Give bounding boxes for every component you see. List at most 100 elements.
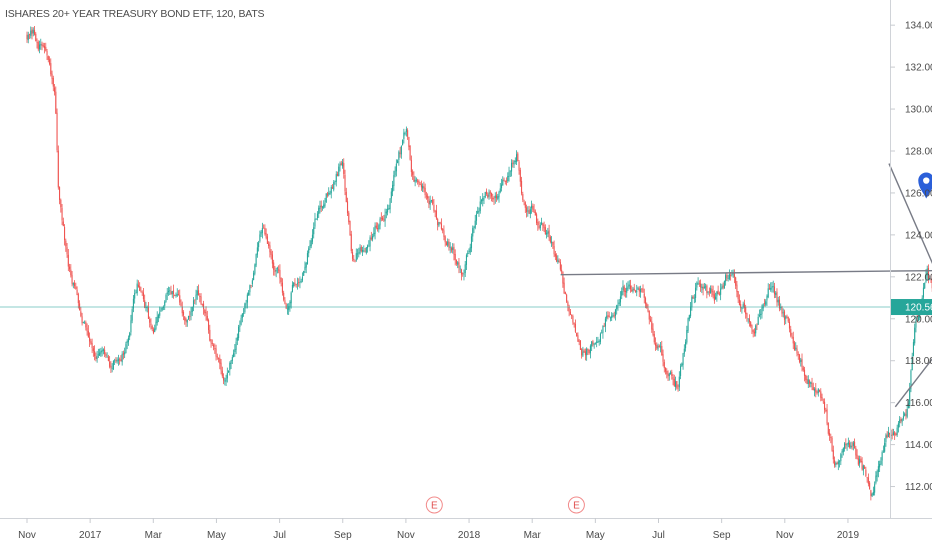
candle-body [261, 228, 263, 233]
candle-body [544, 227, 546, 235]
candle-body [271, 254, 273, 264]
candle-body [499, 188, 501, 192]
candle-body [487, 194, 489, 198]
candle-body [420, 184, 422, 188]
candle-body [778, 299, 781, 309]
candle-body [455, 259, 457, 264]
candle-body [355, 253, 357, 261]
candle-body [783, 311, 786, 320]
candle-body [45, 47, 47, 51]
candle-body [180, 303, 182, 306]
candle-body [924, 282, 926, 289]
candle-body [286, 308, 288, 310]
candle-body [629, 285, 632, 290]
candle-body [807, 379, 809, 385]
time-axis[interactable]: Nov 2017 Mar May Jul Sep Nov 2018 Mar May Jul Sep No… [18, 518, 860, 541]
candle-body [676, 381, 678, 388]
candle-body [859, 459, 861, 464]
candle-body [592, 341, 594, 345]
candle-body [639, 289, 642, 293]
candle-body [43, 45, 46, 49]
candle-body [572, 315, 574, 323]
candle-body [87, 330, 89, 338]
candle-body [274, 270, 276, 272]
candle-body [787, 316, 789, 322]
candle-body [81, 316, 83, 324]
candle-body [678, 376, 680, 388]
candle-body [316, 213, 319, 218]
candle-body [884, 442, 886, 452]
candle-body [818, 389, 821, 392]
candle-body [294, 282, 296, 284]
candle-body [675, 381, 677, 387]
candle-body [786, 316, 788, 318]
trendline[interactable] [888, 163, 932, 323]
candle-body [370, 237, 372, 240]
candle-body [860, 458, 862, 463]
candle-body [310, 240, 312, 247]
candle-body [85, 322, 87, 328]
candle-body [483, 198, 485, 200]
candle-body [581, 348, 583, 356]
candle-body [338, 166, 340, 177]
candle-body [781, 307, 783, 314]
candle-body [688, 315, 690, 320]
candle-body [129, 333, 131, 338]
drawings-layer [560, 163, 932, 408]
trendline[interactable] [894, 317, 932, 408]
earnings-event-marker[interactable]: E [425, 496, 443, 514]
candle-body [691, 296, 693, 308]
candle-body [686, 330, 688, 343]
candle-body [596, 341, 598, 344]
candle-body [515, 154, 518, 162]
candle-body [649, 319, 652, 322]
time-tick-label: 2018 [458, 530, 481, 541]
candle-body [390, 191, 392, 199]
candle-body [469, 247, 471, 253]
candle-body [721, 286, 723, 289]
price-axis[interactable]: 134.00 132.00 130.00 128.00 126.00 124.00 122.… [890, 21, 932, 493]
candle-body [757, 316, 759, 325]
event-marker-circle [425, 496, 443, 514]
candle-body [324, 202, 326, 206]
candle-body [490, 193, 493, 197]
candle-body [278, 269, 280, 271]
candle-body [798, 354, 801, 362]
candle-body [318, 207, 320, 214]
candle-body [594, 343, 596, 345]
candle-body [808, 380, 811, 384]
trendline[interactable] [560, 269, 932, 276]
candle-body [457, 262, 459, 265]
candle-body [306, 253, 309, 265]
earnings-event-marker[interactable]: E [567, 496, 585, 514]
candle-body [727, 278, 729, 279]
candle-body [221, 370, 223, 377]
candle-body [323, 204, 325, 208]
candle-body [750, 322, 752, 327]
price-tick-label: 124.00 [905, 230, 932, 241]
candle-body [751, 325, 753, 329]
candle-body [538, 226, 540, 228]
candle-body [453, 246, 455, 255]
candle-body [349, 220, 351, 236]
candle-body [269, 245, 271, 253]
candle-body [265, 233, 267, 238]
candle-body [558, 260, 560, 263]
candle-body [51, 73, 53, 80]
candle-body [861, 461, 863, 470]
candle-body [414, 179, 416, 183]
candle-body [753, 331, 755, 334]
candle-body [811, 382, 813, 388]
candle-body [280, 278, 282, 283]
candle-body [165, 295, 167, 303]
candle-body [474, 220, 476, 228]
candle-body [748, 318, 750, 323]
candle-body [502, 179, 504, 186]
candle-body [562, 271, 564, 284]
candle-body [608, 315, 610, 317]
candle-body [897, 423, 899, 428]
map-pin-icon[interactable] [918, 172, 932, 199]
candle-body [393, 175, 395, 187]
